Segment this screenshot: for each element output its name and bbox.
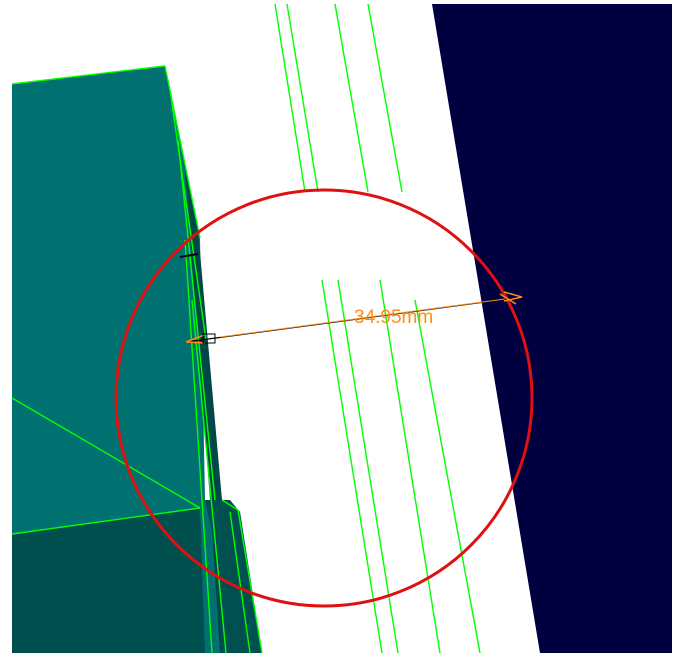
edge-upper-4 xyxy=(368,4,402,192)
edge-upper-2 xyxy=(287,4,318,192)
dimension-value-label[interactable]: 34.95mm xyxy=(354,307,433,328)
distance-dimension[interactable]: 34.95mm xyxy=(180,254,522,343)
edge-lower-4 xyxy=(415,300,480,653)
edge-upper-1 xyxy=(275,4,305,192)
edge-lower-1 xyxy=(322,280,382,653)
navy-solid-body[interactable] xyxy=(432,4,672,653)
edge-upper-3 xyxy=(335,4,368,192)
